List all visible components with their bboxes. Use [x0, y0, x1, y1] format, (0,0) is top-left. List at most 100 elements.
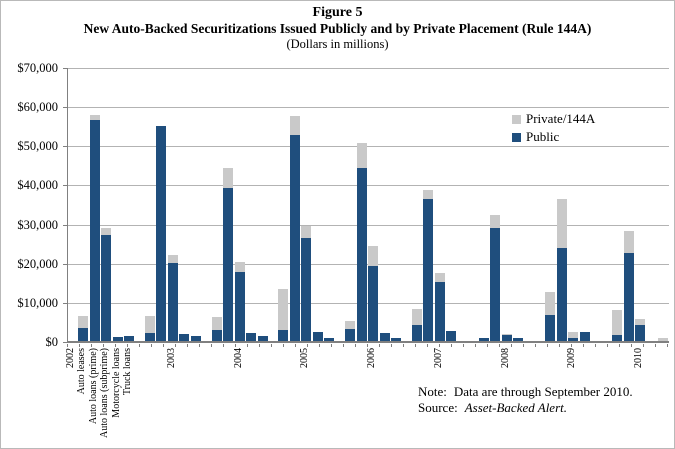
bar-2006-truck-loans	[391, 68, 401, 341]
gridline	[68, 107, 669, 108]
y-tick-label: $70,000	[17, 61, 58, 75]
x-label-year: 2006	[366, 348, 377, 368]
bar-segment-public	[156, 125, 167, 341]
bar-segment-public	[501, 335, 512, 341]
bar-2005-auto-loans-subprime-	[301, 68, 312, 341]
public-swatch-icon	[512, 132, 521, 142]
bar-segment-private	[356, 143, 367, 169]
bar-segment-private	[278, 288, 289, 331]
bar-2009-auto-loans-subprime-	[568, 68, 579, 341]
bar-2009-auto-leases	[545, 68, 556, 341]
bar-2002-auto-loans-prime-	[89, 68, 100, 341]
bar-segment-public	[101, 234, 111, 341]
x-label-year: 2010	[633, 348, 644, 368]
source-line: Source: Asset-Backed Alert.	[418, 400, 633, 416]
bar-segment-public	[234, 271, 245, 341]
bar-2002-motorcycle-loans	[112, 68, 123, 341]
bar-segment-public	[78, 328, 88, 341]
legend-label-public: Public	[526, 129, 560, 144]
bar-segment-private	[434, 272, 445, 282]
chart-title: New Auto-Backed Securitizations Issued P…	[83, 21, 592, 36]
bar-segment-public	[289, 134, 300, 341]
bar-segment-public	[513, 338, 523, 341]
bar-segment-public	[478, 338, 489, 341]
bar-2003-truck-loans	[190, 68, 201, 341]
note-line: Note: Data are through September 2010.	[418, 384, 633, 400]
bar-segment-public	[568, 338, 579, 341]
bar-2006-auto-loans-subprime-	[368, 68, 378, 341]
bar-segment-private	[301, 225, 312, 239]
x-label-year: 2005	[299, 348, 311, 368]
bar-2004-auto-loans-prime-	[223, 68, 233, 341]
bar-2002-truck-loans	[124, 68, 134, 341]
x-label-category: Auto loans (prime)	[87, 348, 99, 425]
bar-segment-public	[144, 332, 155, 341]
bar-2003-auto-loans-prime-	[156, 68, 167, 341]
bar-segment-public	[278, 330, 289, 341]
bar-segment-public	[423, 198, 434, 341]
bar-segment-private	[635, 319, 645, 326]
x-axis-line	[67, 341, 669, 343]
bar-segment-public	[223, 187, 233, 341]
bar-2007-auto-leases	[411, 68, 422, 341]
bar-segment-public	[257, 335, 268, 341]
y-tick-label: $50,000	[17, 139, 58, 153]
x-label-category: Truck loans	[122, 348, 133, 396]
bar-segment-private	[234, 261, 245, 272]
legend-item-public: Public	[512, 129, 595, 145]
y-tick	[63, 185, 68, 186]
bar-2006-motorcycle-loans	[379, 68, 390, 341]
bar-2008-auto-loans-prime-	[490, 68, 500, 341]
bar-2003-auto-leases	[144, 68, 155, 341]
bar-segment-private	[144, 315, 155, 333]
bar-segment-public	[345, 328, 355, 341]
bar-segment-public	[612, 334, 622, 341]
y-tick-label: $10,000	[17, 296, 58, 310]
bar-2005-auto-leases	[278, 68, 289, 341]
bar-segment-private	[223, 167, 233, 188]
bar-segment-public	[356, 168, 367, 341]
bar-segment-public	[112, 336, 123, 341]
bar-segment-public	[411, 325, 422, 341]
legend: Private/144A Public	[512, 111, 595, 147]
bar-segment-public	[211, 329, 222, 341]
gridline	[68, 185, 669, 186]
bar-2007-motorcycle-loans	[446, 68, 457, 341]
x-label-year: 2009	[566, 348, 578, 368]
gridline	[68, 146, 669, 147]
bar-segment-private	[501, 333, 512, 336]
bar-2007-auto-loans-prime-	[423, 68, 434, 341]
y-tick	[63, 264, 68, 265]
bar-2010-auto-leases	[612, 68, 622, 341]
bar-2006-auto-leases	[345, 68, 355, 341]
y-tick-label: $20,000	[17, 257, 58, 271]
bar-segment-private	[556, 198, 567, 249]
bar-segment-public	[379, 333, 390, 341]
bar-2008-auto-loans-subprime-	[501, 68, 512, 341]
bar-segment-public	[124, 335, 134, 341]
chart-units: (Dollars in millions)	[286, 37, 389, 51]
bar-segment-private	[78, 315, 88, 329]
chart-header: Figure 5 New Auto-Backed Securitizations…	[0, 5, 675, 52]
bar-segment-private	[89, 114, 100, 121]
source-label: Source:	[418, 399, 458, 415]
bar-segment-private	[368, 246, 378, 267]
bar-2005-motorcycle-loans	[312, 68, 323, 341]
source-text: Asset-Backed Alert.	[464, 399, 567, 415]
note-label: Note:	[418, 384, 447, 399]
bar-segment-private	[623, 230, 634, 253]
y-tick	[63, 68, 68, 69]
x-label-year: 2008	[499, 348, 511, 368]
bar-2004-auto-loans-subprime-	[234, 68, 245, 341]
y-tick-label: $60,000	[17, 100, 58, 114]
bar-segment-public	[368, 266, 378, 341]
y-tick	[63, 146, 68, 147]
bar-2002-auto-leases	[78, 68, 88, 341]
bar-segment-public	[391, 338, 401, 341]
bar-2003-auto-loans-subprime-	[167, 68, 178, 341]
y-tick-label: $0	[45, 335, 59, 349]
bar-segment-private	[411, 308, 422, 326]
bar-segment-private	[167, 254, 178, 264]
bar-segment-public	[324, 338, 335, 341]
